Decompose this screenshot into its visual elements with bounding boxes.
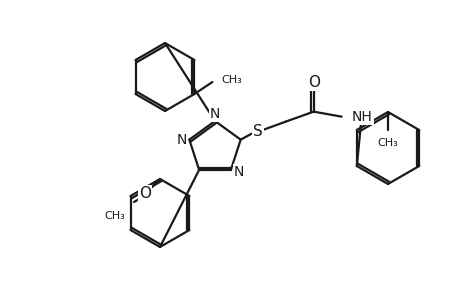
Text: N: N bbox=[176, 133, 186, 147]
Text: CH₃: CH₃ bbox=[377, 138, 397, 148]
Text: CH₃: CH₃ bbox=[221, 75, 242, 85]
Text: CH₃: CH₃ bbox=[104, 211, 125, 221]
Text: O: O bbox=[139, 187, 151, 202]
Text: N: N bbox=[233, 165, 244, 179]
Text: N: N bbox=[209, 107, 220, 121]
Text: O: O bbox=[307, 75, 319, 90]
Text: NH: NH bbox=[351, 110, 372, 124]
Text: S: S bbox=[252, 124, 262, 139]
